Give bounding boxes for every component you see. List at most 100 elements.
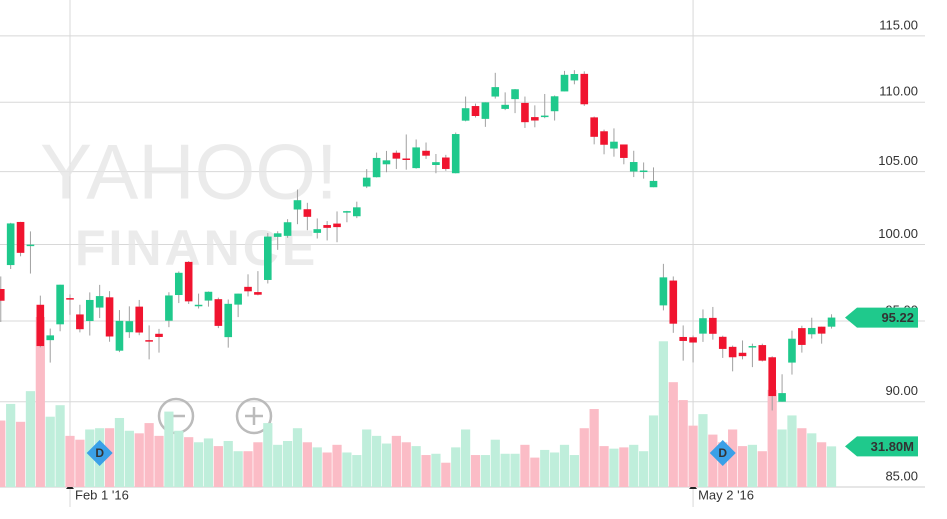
candle-body bbox=[234, 293, 242, 305]
volume-bar bbox=[411, 446, 421, 487]
y-tick-label: 100.00 bbox=[878, 226, 918, 241]
candle-body bbox=[6, 223, 15, 266]
candle-body bbox=[718, 336, 727, 349]
candle-body bbox=[590, 117, 598, 137]
volume-bar bbox=[510, 453, 520, 487]
volume-bar bbox=[807, 433, 817, 487]
volume-bar bbox=[480, 455, 490, 487]
volume-bar bbox=[421, 455, 431, 487]
candle-body bbox=[798, 328, 806, 345]
zoom-out-button[interactable] bbox=[157, 397, 195, 435]
candle-body bbox=[629, 162, 638, 172]
candle-body bbox=[748, 346, 757, 348]
volume-bar bbox=[332, 444, 342, 487]
volume-bar bbox=[85, 429, 95, 487]
candle-body bbox=[511, 89, 519, 100]
zoom-in-button[interactable] bbox=[235, 397, 273, 435]
volume-bar bbox=[391, 435, 401, 487]
volume-bar bbox=[371, 435, 382, 487]
candle-body bbox=[412, 147, 420, 169]
volume-bar bbox=[500, 453, 510, 487]
volume-bar bbox=[223, 440, 233, 487]
volume-bar bbox=[114, 417, 125, 487]
candle-body bbox=[214, 299, 223, 326]
volume-bar bbox=[273, 444, 283, 487]
candle-body bbox=[728, 346, 737, 358]
volume-bar bbox=[451, 447, 461, 487]
volume-bar bbox=[174, 430, 184, 487]
candle-body bbox=[827, 317, 836, 327]
candle-body bbox=[254, 292, 262, 295]
volume-bar bbox=[134, 433, 144, 487]
volume-bar bbox=[639, 451, 649, 487]
y-tick-label: 110.00 bbox=[879, 84, 918, 99]
zoom-in-circle[interactable] bbox=[235, 397, 273, 435]
x-tick-label: May 2 '16 bbox=[698, 487, 754, 502]
volume-bar bbox=[619, 447, 629, 487]
volume-bar bbox=[461, 429, 471, 487]
volume-bar bbox=[817, 442, 827, 487]
candle-body bbox=[738, 352, 747, 357]
candle-body bbox=[778, 393, 786, 402]
candle-body bbox=[283, 222, 292, 236]
candle-body bbox=[550, 96, 559, 112]
volume-bar bbox=[292, 428, 303, 487]
volume-bar bbox=[648, 415, 659, 487]
volume-bar bbox=[787, 415, 797, 487]
volume-bar bbox=[777, 429, 787, 487]
volume-bar bbox=[243, 451, 253, 487]
volume-bar bbox=[104, 428, 115, 487]
volume-bar bbox=[520, 444, 530, 487]
volume-bar bbox=[826, 446, 837, 487]
volume-bar bbox=[728, 429, 738, 487]
candle-body bbox=[362, 177, 371, 187]
y-tick-label: 85.00 bbox=[885, 468, 918, 483]
candle-body bbox=[26, 244, 35, 247]
candle-body bbox=[471, 106, 480, 117]
candle-body bbox=[353, 207, 361, 217]
candle-body bbox=[600, 131, 608, 145]
volume-bar bbox=[530, 457, 540, 487]
candle-body bbox=[669, 280, 678, 324]
volume-bar bbox=[569, 455, 579, 487]
candle-body bbox=[313, 229, 322, 233]
volume-bar bbox=[658, 341, 668, 487]
x-tick-label: Feb 1 '16 bbox=[75, 487, 129, 502]
volume-bar bbox=[15, 421, 26, 487]
candle-body bbox=[165, 295, 173, 321]
candle-body bbox=[639, 170, 648, 173]
volume-bar bbox=[25, 391, 36, 487]
candle-body bbox=[66, 298, 74, 300]
last-volume-label: 31.80M bbox=[871, 439, 914, 454]
candle-body bbox=[184, 261, 193, 302]
candle-body bbox=[382, 160, 391, 165]
candle-body bbox=[303, 209, 312, 217]
candle-body bbox=[343, 211, 351, 213]
candle-body bbox=[540, 115, 549, 118]
candle-body bbox=[442, 157, 450, 169]
candle-body bbox=[105, 297, 114, 337]
volume-bar bbox=[233, 451, 243, 487]
candle-body bbox=[16, 221, 25, 253]
volume-bar bbox=[609, 448, 619, 487]
last-price-label: 95.22 bbox=[881, 310, 914, 325]
volume-bar bbox=[490, 439, 500, 487]
volume-bar bbox=[688, 425, 698, 487]
watermark: YAHOO! bbox=[40, 128, 338, 216]
candle-body bbox=[807, 327, 816, 335]
candle-body bbox=[521, 102, 529, 123]
volume-bar bbox=[599, 446, 609, 487]
candle-body bbox=[76, 314, 84, 330]
volume-bar bbox=[184, 437, 194, 487]
y-tick-label: 90.00 bbox=[885, 383, 918, 398]
candle-body bbox=[224, 303, 233, 338]
volume-bar bbox=[698, 414, 708, 487]
volume-bar bbox=[213, 446, 223, 487]
volume-bar bbox=[45, 416, 55, 487]
candle-body bbox=[758, 345, 767, 361]
volume-bar bbox=[342, 452, 352, 487]
candle-body bbox=[125, 321, 134, 333]
volume-bar bbox=[441, 462, 451, 487]
candle-body bbox=[36, 304, 45, 347]
volume-bar bbox=[737, 446, 748, 487]
